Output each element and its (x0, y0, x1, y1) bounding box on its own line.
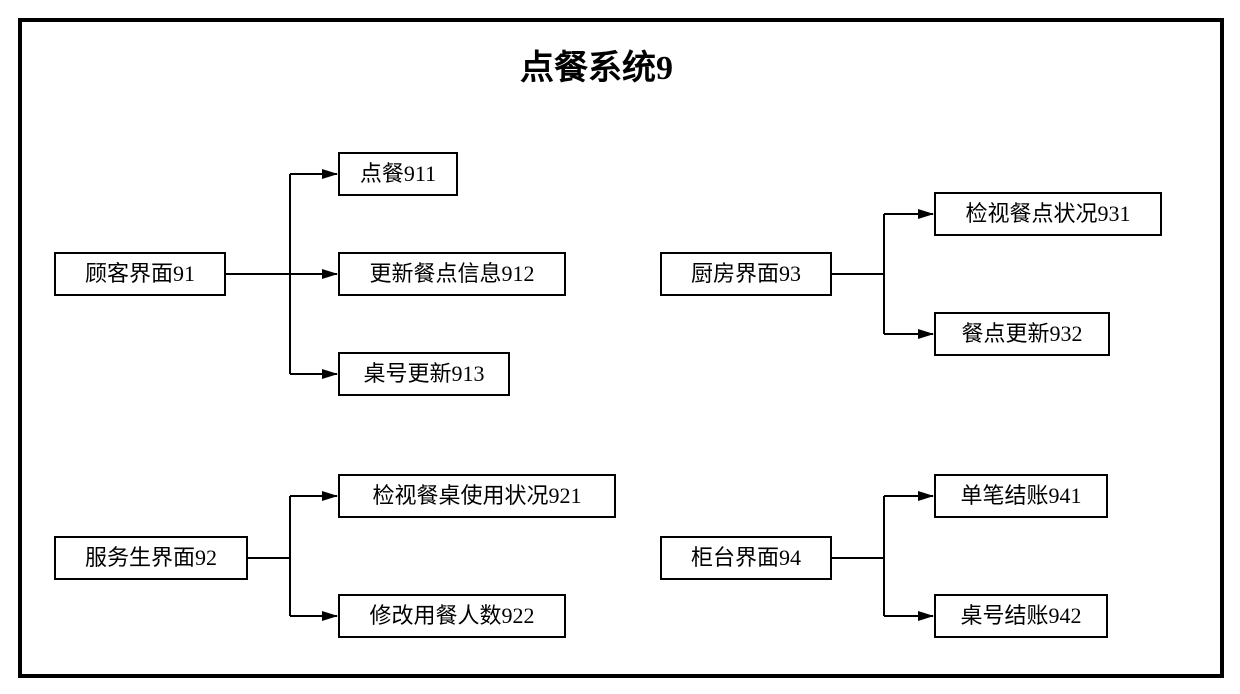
node-single-checkout: 单笔结账941 (934, 474, 1108, 518)
node-view-dish-status: 检视餐点状况931 (934, 192, 1162, 236)
diagram-title-text: 点餐系统9 (520, 50, 673, 87)
node-order: 点餐911 (338, 152, 458, 196)
diagram-title: 点餐系统9 (520, 40, 673, 89)
node-label: 厨房界面93 (691, 262, 801, 286)
node-label: 检视餐桌使用状况921 (372, 484, 581, 508)
node-update-dish: 餐点更新932 (934, 312, 1110, 356)
node-label: 顾客界面91 (85, 262, 195, 286)
node-update-table-number: 桌号更新913 (338, 352, 510, 396)
node-label: 点餐911 (360, 162, 436, 186)
node-waiter-interface: 服务生界面92 (54, 536, 248, 580)
node-label: 更新餐点信息912 (369, 262, 534, 286)
node-label: 桌号更新913 (363, 362, 484, 386)
node-edit-diner-count: 修改用餐人数922 (338, 594, 566, 638)
node-view-table-usage: 检视餐桌使用状况921 (338, 474, 616, 518)
node-label: 修改用餐人数922 (369, 604, 534, 628)
node-label: 服务生界面92 (85, 546, 217, 570)
node-label: 柜台界面94 (691, 546, 801, 570)
node-update-menu-info: 更新餐点信息912 (338, 252, 566, 296)
node-customer-interface: 顾客界面91 (54, 252, 226, 296)
node-kitchen-interface: 厨房界面93 (660, 252, 832, 296)
node-label: 餐点更新932 (961, 322, 1082, 346)
node-label: 检视餐点状况931 (965, 202, 1130, 226)
node-counter-interface: 柜台界面94 (660, 536, 832, 580)
node-table-checkout: 桌号结账942 (934, 594, 1108, 638)
node-label: 桌号结账942 (960, 604, 1081, 628)
node-label: 单笔结账941 (960, 484, 1081, 508)
